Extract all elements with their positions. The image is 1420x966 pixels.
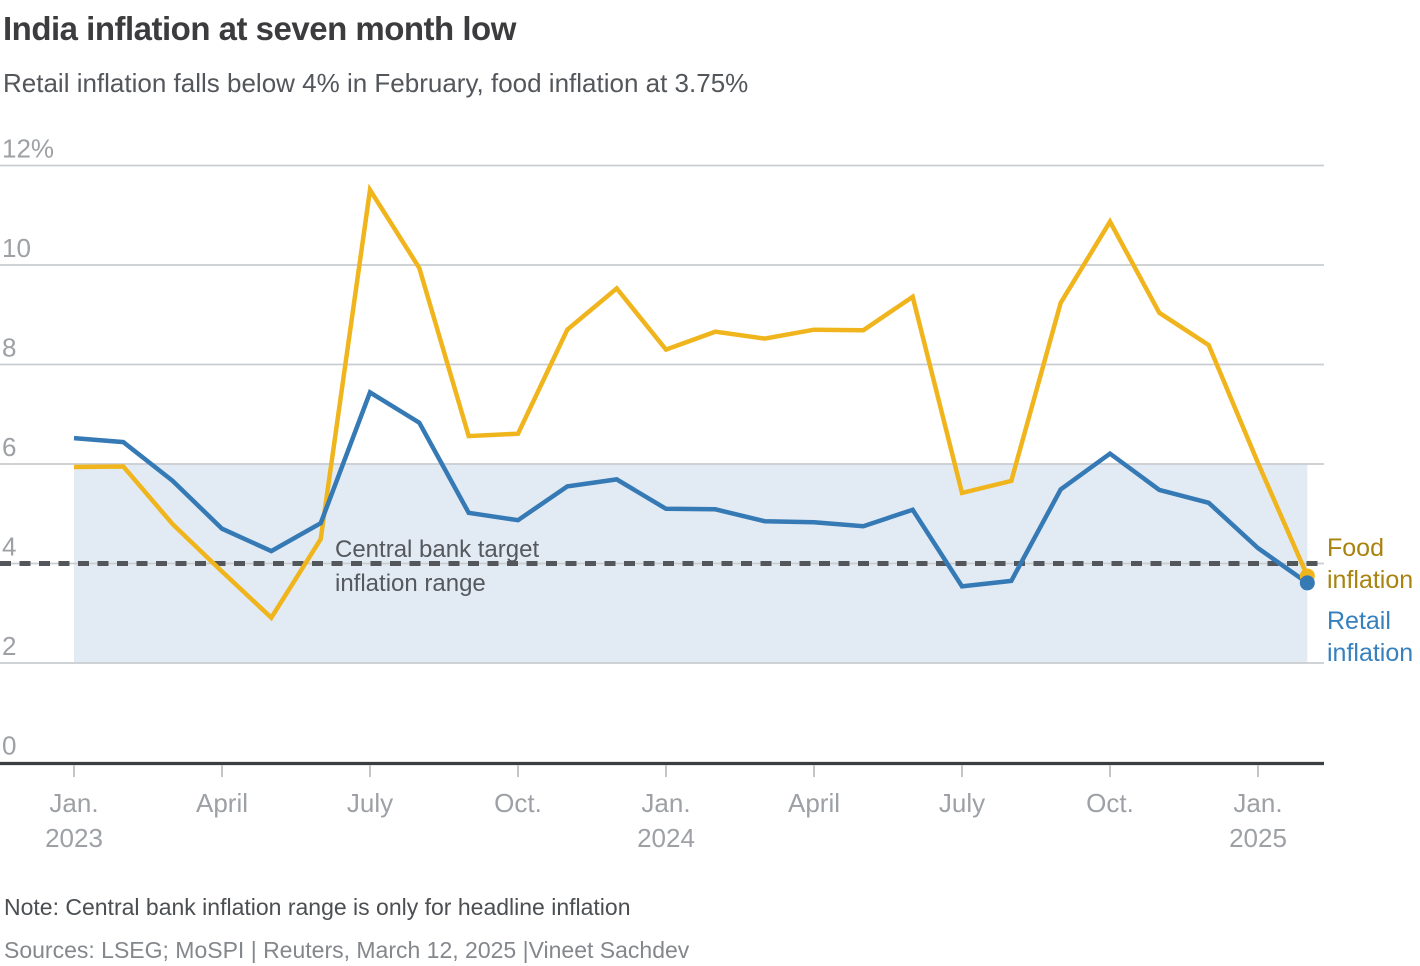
x-axis-label: April <box>788 788 840 818</box>
legend-food-label-line1: Food <box>1327 534 1384 562</box>
food-inflation-line <box>73 183 1310 622</box>
retail-inflation-line <box>73 389 1309 589</box>
y-axis-label-12: 12% <box>2 134 54 164</box>
y-axis-label-10: 10 <box>2 233 31 263</box>
x-axis-label: Oct. <box>1086 788 1134 818</box>
y-axis-label-2: 2 <box>2 631 16 661</box>
x-axis-label: April <box>196 788 248 818</box>
x-axis-label: Jan. <box>641 788 690 818</box>
x-axis-label-year: 2025 <box>1229 823 1287 853</box>
page-title: India inflation at seven month low <box>3 10 516 47</box>
chart-note: Note: Central bank inflation range is on… <box>4 894 631 920</box>
y-axis-label-8: 8 <box>2 333 16 363</box>
page-subtitle: Retail inflation falls below 4% in Febru… <box>3 68 749 98</box>
inflation-line-chart: 12% 10 8 6 4 2 0 Jan. 2023 April July Oct. Jan. 2024 A… <box>0 134 1413 853</box>
y-axis-label-4: 4 <box>2 532 16 562</box>
x-axis-label-year: 2024 <box>637 823 695 853</box>
x-axis-label: Jan. <box>1233 788 1282 818</box>
retail-end-dot <box>1299 575 1315 591</box>
legend-retail-label-line1: Retail <box>1327 607 1391 635</box>
x-axis-label: Jan. <box>49 788 98 818</box>
x-axis-label: Oct. <box>494 788 542 818</box>
y-axis-label-6: 6 <box>2 432 16 462</box>
x-axis-label: July <box>939 788 985 818</box>
legend-food-label-line2: inflation <box>1327 566 1413 594</box>
target-range-annotation-line1: Central bank target <box>335 536 539 563</box>
chart-overlay: Central bank target inflation range Food… <box>335 534 1413 667</box>
x-axis-label-year: 2023 <box>45 823 103 853</box>
x-axis-label: July <box>347 788 393 818</box>
target-range-annotation-line2: inflation range <box>335 570 486 597</box>
chart-sources: Sources: LSEG; MoSPI | Reuters, March 12… <box>4 937 690 963</box>
legend-retail-label-line2: inflation <box>1327 639 1413 667</box>
y-axis-label-0: 0 <box>2 731 16 761</box>
plot-area: 12% 10 8 6 4 2 0 Jan. 2023 April July Oct. Jan. 2024 A… <box>0 134 1324 853</box>
